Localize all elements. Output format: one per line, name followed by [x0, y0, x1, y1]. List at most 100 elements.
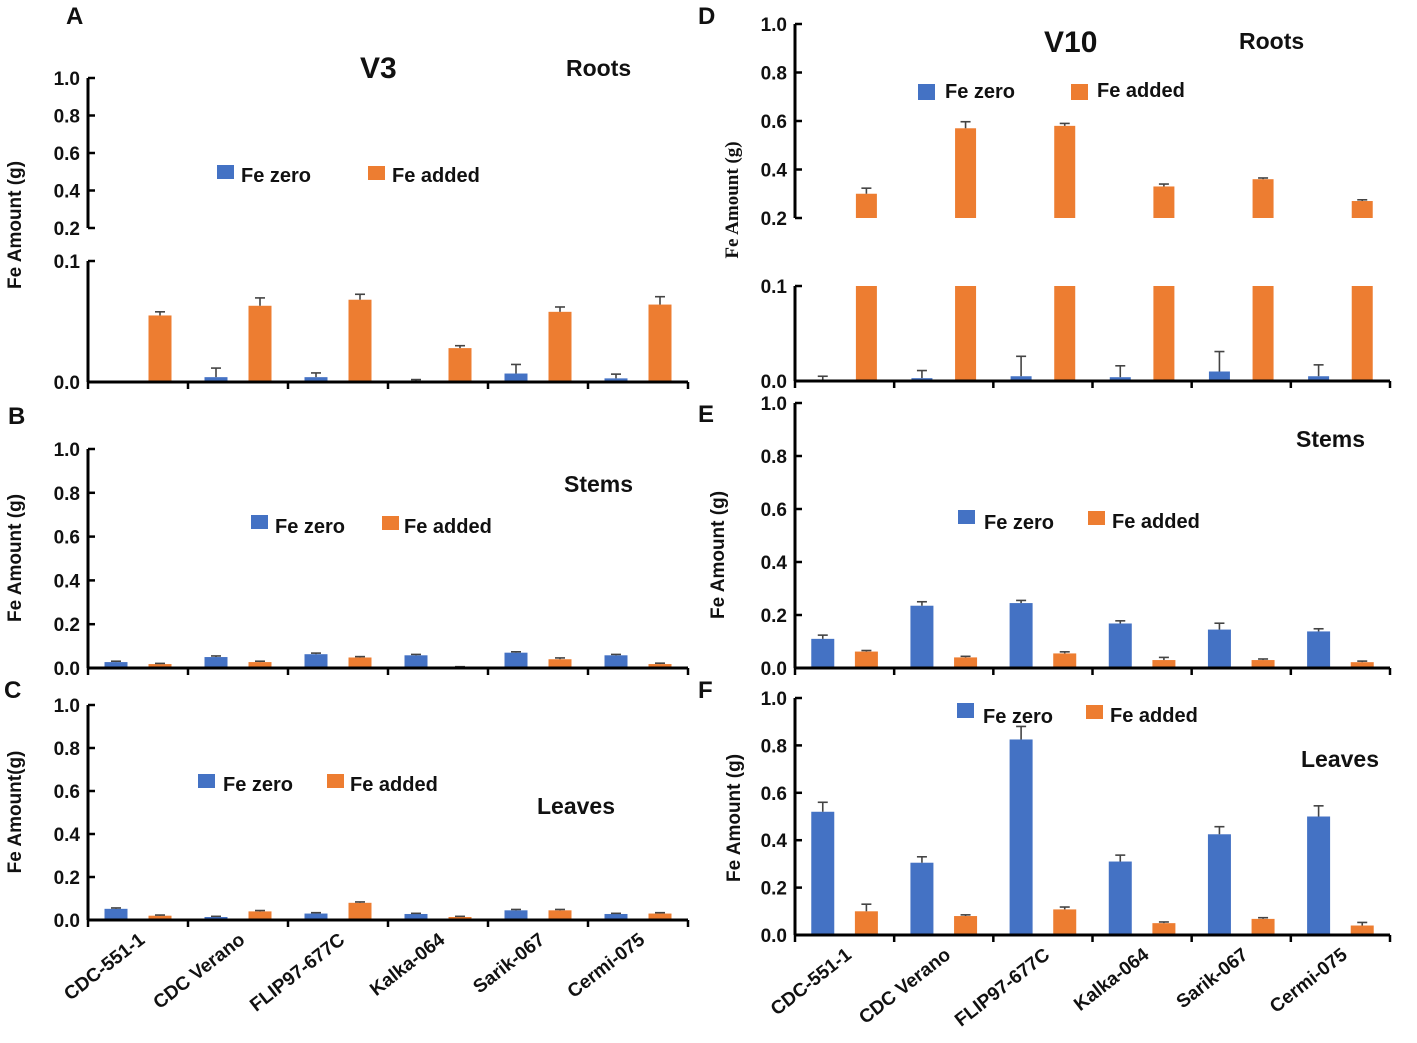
- legend-swatch-fe-added: [1088, 511, 1105, 525]
- legend-swatch-fe-zero: [958, 510, 975, 524]
- bar-fe-zero-4: [404, 913, 428, 920]
- legend-swatch-fe-added: [1071, 84, 1088, 100]
- bar-fe-added-2: [248, 662, 272, 668]
- legend-swatch-fe-added: [382, 516, 399, 530]
- bar-fe-zero-2: [204, 916, 228, 920]
- bar-fe-added-2: [954, 916, 978, 935]
- bar-fe-added-4: [1152, 660, 1176, 668]
- bar-fe-added-3: [348, 902, 372, 920]
- bar-fe-zero-5: [504, 910, 528, 920]
- organ-label-d: Roots: [1239, 28, 1304, 54]
- bar-fe-added-1: [148, 915, 172, 920]
- y-tick-label: 0.8: [54, 739, 80, 760]
- bar-fe-added-3: [1054, 125, 1076, 218]
- bar-fe-added-4: [1153, 286, 1175, 381]
- bar-fe-zero-6: [1307, 816, 1331, 935]
- y-tick-label: 0.8: [761, 736, 787, 757]
- x-tick-label: CDC-551-1: [767, 944, 856, 1020]
- y-tick-label: 0.8: [761, 447, 787, 468]
- bar-fe-zero-1: [104, 908, 128, 920]
- x-tick-label: Sarik-067: [1173, 944, 1253, 1013]
- y-tick-label: 0.2: [54, 615, 80, 636]
- legend-d: Fe zero Fe added: [918, 80, 1185, 103]
- y-tick-label: 0.2: [54, 219, 80, 240]
- y-axis-label-e: Fe Amount (g): [708, 491, 729, 619]
- bar-fe-added-6: [1351, 201, 1373, 218]
- bar-fe-added-6: [648, 913, 672, 920]
- y-tick-label: 0.0: [761, 659, 787, 680]
- legend-label-fe-added: Fe added: [1110, 705, 1198, 727]
- y-tick-label: 0.8: [761, 64, 787, 85]
- legend-swatch-fe-added: [327, 774, 344, 788]
- legend-c: Fe zero Fe added: [198, 774, 438, 796]
- legend-swatch-fe-added: [1086, 705, 1103, 719]
- stage-title-v3: V3: [360, 52, 397, 85]
- y-tick-label: 0.6: [54, 144, 80, 165]
- y-tick-label: 0.6: [761, 784, 787, 805]
- organ-label-f: Leaves: [1301, 746, 1379, 772]
- legend-label-fe-zero: Fe zero: [241, 165, 311, 187]
- bar-fe-zero-6: [604, 913, 628, 920]
- bar-fe-added-5: [1252, 286, 1274, 381]
- bar-fe-added-1: [855, 193, 877, 218]
- y-tick-label: 0.8: [54, 107, 80, 128]
- legend-label-fe-added: Fe added: [404, 516, 492, 538]
- panel-letter-a: A: [66, 3, 83, 30]
- bar-fe-added-6: [1350, 925, 1374, 935]
- x-tick-label: FLIP97-677C: [951, 944, 1054, 1031]
- legend-b: Fe zero Fe added: [251, 515, 492, 538]
- bar-fe-zero-6: [604, 655, 628, 668]
- y-tick-label: 0.0: [54, 373, 80, 394]
- legend-swatch-fe-zero: [217, 165, 234, 179]
- bar-fe-added-5: [548, 910, 572, 920]
- legend-swatch-fe-zero: [251, 515, 268, 529]
- bar-fe-zero-3: [1009, 739, 1033, 935]
- organ-label-b: Stems: [564, 471, 633, 497]
- y-tick-label: 0.4: [761, 831, 788, 852]
- x-tick-label: CDC Verano: [150, 929, 249, 1013]
- y-tick-label: 0.4: [54, 182, 81, 203]
- bar-fe-added-3: [1053, 909, 1077, 935]
- y-tick-label: 0.2: [761, 209, 787, 230]
- bar-fe-zero-3: [304, 913, 328, 920]
- y-axis-label-a: Fe Amount (g): [5, 161, 26, 289]
- bar-fe-zero-5: [1207, 629, 1231, 668]
- legend-label-fe-added: Fe added: [1097, 80, 1185, 102]
- panel-letter-e: E: [698, 401, 714, 428]
- legend-label-fe-zero: Fe zero: [275, 516, 345, 538]
- legend-f: Fe zero Fe added: [957, 703, 1198, 728]
- bar-fe-zero-5: [1207, 834, 1231, 935]
- bar-fe-added-1: [854, 651, 878, 668]
- y-tick-label: 1.0: [761, 394, 787, 415]
- bar-fe-added-1: [855, 286, 877, 381]
- bar-fe-zero-4: [1109, 377, 1131, 381]
- bar-fe-zero-1: [811, 638, 835, 668]
- bar-fe-zero-2: [910, 605, 934, 668]
- bar-fe-added-4: [448, 348, 472, 382]
- legend-swatch-fe-zero: [198, 774, 215, 788]
- bar-fe-added-3: [348, 299, 372, 382]
- bar-fe-zero-2: [204, 657, 228, 668]
- x-tick-label: Kalka-064: [1070, 944, 1153, 1015]
- bar-fe-added-6: [648, 664, 672, 668]
- bar-fe-added-3: [1054, 286, 1076, 381]
- y-tick-label: 1.0: [54, 69, 80, 90]
- y-tick-label: 1.0: [54, 696, 80, 717]
- y-tick-label: 0.0: [761, 926, 787, 947]
- y-tick-label: 0.2: [54, 868, 80, 889]
- bar-fe-added-1: [148, 664, 172, 668]
- bar-fe-zero-3: [1009, 603, 1033, 668]
- bar-fe-zero-1: [811, 811, 835, 935]
- bar-fe-zero-2: [204, 377, 228, 382]
- legend-label-fe-zero: Fe zero: [223, 774, 293, 796]
- y-axis-label-f: Fe Amount (g): [724, 754, 745, 882]
- y-tick-label: 1.0: [761, 689, 787, 710]
- bar-fe-zero-4: [1108, 623, 1132, 668]
- bar-fe-added-4: [448, 916, 472, 920]
- y-tick-label: 0.1: [761, 277, 788, 298]
- stage-title-v10: V10: [1044, 26, 1097, 59]
- y-tick-label: 0.4: [54, 825, 81, 846]
- bar-fe-zero-1: [104, 662, 128, 668]
- legend-e: Fe zero Fe added: [958, 510, 1200, 534]
